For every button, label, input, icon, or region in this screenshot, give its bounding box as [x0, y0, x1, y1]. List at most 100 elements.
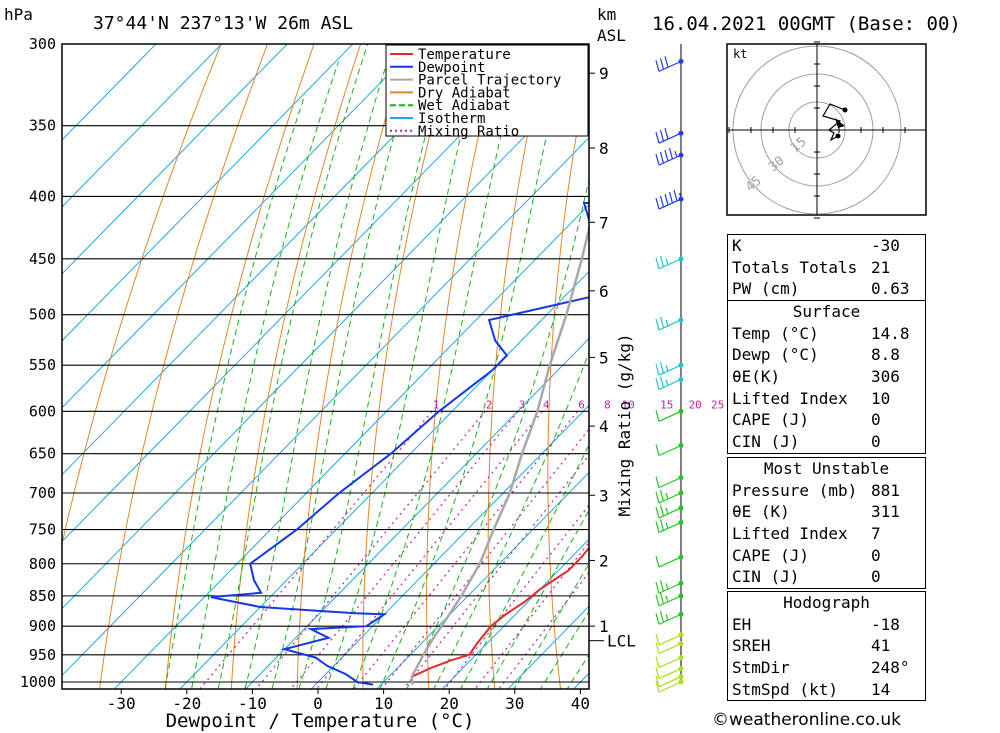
barb-flag [668, 191, 674, 204]
dry-adiabat-line [230, 44, 362, 689]
panel-row: Lifted Index 7 [728, 523, 925, 545]
km-tick-label: 5 [599, 348, 609, 367]
isotherm-line [376, 471, 589, 689]
x-tick-label: -30 [107, 694, 136, 713]
panel-row: Dewp (°C) 8.8 [728, 344, 925, 366]
panel-row-value: 0 [871, 432, 881, 452]
mixing-ratio-label: 8 [604, 398, 611, 411]
barb-flag [664, 56, 669, 68]
km-tick-label: 9 [599, 64, 609, 83]
storm-motion-marker [835, 118, 845, 128]
barb-flag [673, 189, 678, 202]
barb-flag [659, 255, 665, 268]
panel-row: EH -18 [728, 614, 925, 636]
panel-row: SREH 41 [728, 635, 925, 657]
barb-staff [658, 444, 682, 457]
panel-row-label: θE (K) [732, 502, 790, 522]
isotherm-line [62, 44, 288, 275]
barb-flag [655, 675, 660, 687]
panel-row-value: 0 [871, 410, 881, 430]
barb-flag [659, 151, 665, 164]
barb-half-flag [665, 319, 669, 327]
wet-adiabat-line [217, 44, 369, 689]
mixing-ratio-label: 15 [660, 398, 673, 411]
barb-staff [658, 60, 682, 72]
wet-adiabat-line [164, 94, 306, 689]
barb-flag [655, 680, 660, 693]
mixing-ratio-label: 1 [433, 398, 440, 411]
panel-row-value: 14.8 [871, 323, 910, 343]
pressure-tick-label: 800 [29, 555, 56, 573]
panel-row: Lifted Index 10 [728, 388, 925, 410]
surface-title: Surface [792, 302, 861, 321]
barb-flag [655, 642, 660, 654]
mixing-ratio-label: 25 [711, 398, 724, 411]
barb-staff [658, 595, 682, 607]
barb-half-flag [665, 365, 669, 372]
panel-row: Pressure (mb) 881 [728, 480, 925, 502]
dry-adiabat-line [426, 44, 501, 689]
panel-row: CAPE (J) 0 [728, 409, 925, 431]
pressure-tick-label: 350 [29, 117, 56, 135]
wet-adiabat-line [298, 44, 451, 689]
mixing-ratio-label: 3 [519, 398, 526, 411]
barb-staff [658, 556, 682, 568]
barb-staff [658, 681, 682, 693]
barb-flag [655, 364, 660, 376]
pressure-tick-label: 950 [29, 646, 56, 664]
panel-row-label: CIN (J) [732, 567, 800, 587]
legend-entry: Parcel Trajectory [418, 73, 561, 89]
isotherm-line [62, 44, 354, 342]
barb-flag [655, 410, 660, 422]
x-tick-label: -10 [238, 694, 267, 713]
mixing-ratio-line [498, 571, 589, 689]
mixing-ratio-line [353, 410, 578, 689]
barb-flag [655, 582, 660, 594]
barb-flag [655, 594, 660, 607]
mixing-ratio-line [315, 410, 543, 689]
barb-staff [658, 642, 682, 655]
barb-half-flag [665, 583, 669, 590]
parcel-trajectory [410, 224, 589, 685]
mixing-ratio-label: 10 [621, 398, 634, 411]
pressure-tick-label: 750 [29, 521, 56, 539]
temperature-profile [410, 546, 589, 685]
barb-staff [658, 676, 682, 688]
panel-row-label: SREH [732, 636, 771, 656]
mixing-ratio-label: 6 [578, 398, 585, 411]
barb-flag [655, 555, 660, 568]
hodograph-trace [822, 103, 846, 142]
x-tick-label: 20 [440, 694, 459, 713]
dry-adiabat-line [918, 7, 1000, 708]
dry-adiabat-line [487, 44, 548, 689]
legend-box [385, 44, 589, 137]
credit-link[interactable]: ©weatheronline.co.uk [712, 710, 902, 730]
pressure-tick-label: 650 [29, 445, 56, 463]
km-tick-label: 2 [599, 551, 609, 570]
panel-row: CIN (J) 0 [728, 431, 925, 453]
barb-flag [655, 491, 660, 504]
wet-adiabat-line [406, 177, 589, 689]
panel-row-value: 0 [871, 545, 881, 565]
barb-staff [658, 521, 682, 533]
barb-flag [659, 519, 665, 531]
wet-adiabat-line [379, 44, 568, 689]
panel-row-value: 0 [871, 567, 881, 587]
barb-flag [664, 128, 669, 140]
mixing-ratio-label: 2 [486, 398, 493, 411]
barb-flag [664, 149, 669, 162]
panel-row-label: Temp (°C) [732, 323, 819, 343]
panel-row-value: 10 [871, 388, 891, 408]
isotherm-line [62, 44, 223, 208]
panel-row-value: 881 [871, 480, 900, 500]
panel-row: θE(K) 306 [728, 366, 925, 388]
wet-adiabat-line [190, 61, 339, 689]
legend-entry: Wet Adiabat [418, 98, 511, 114]
panel-row: K -30 [728, 235, 925, 257]
dry-adiabat-line [362, 44, 455, 689]
barb-flag [655, 506, 660, 519]
panel-row-value: 311 [871, 502, 900, 522]
lcl-label: LCL [607, 632, 636, 651]
